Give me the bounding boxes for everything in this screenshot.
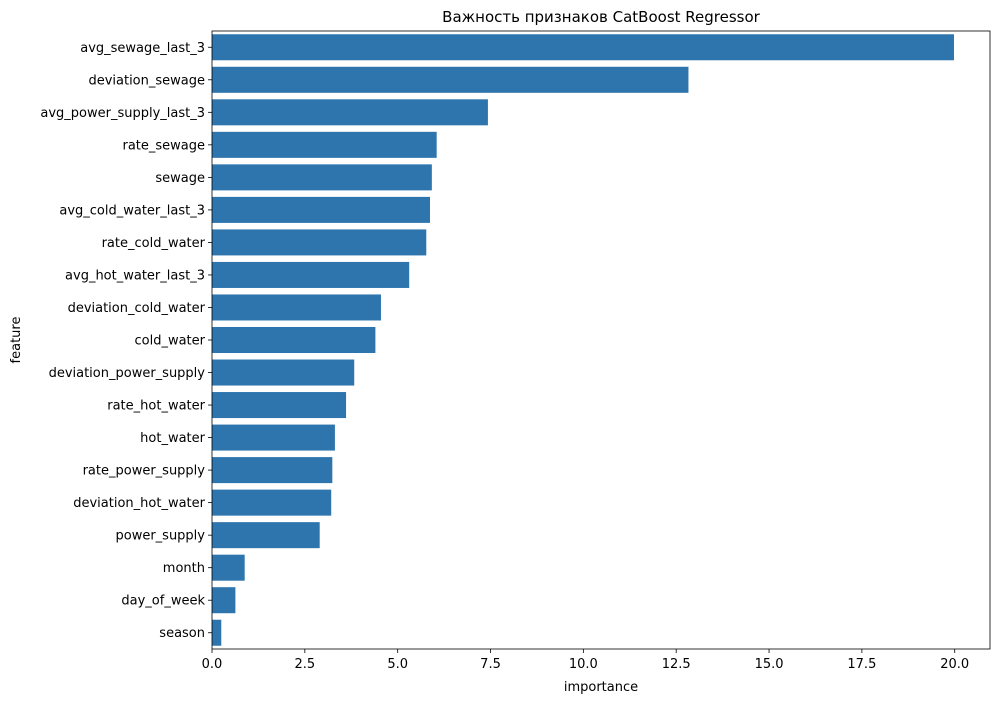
y-tick-label: month [163, 561, 205, 576]
bar-rate_cold_water [212, 229, 427, 256]
bar-deviation_sewage [212, 66, 689, 93]
bar-power_supply [212, 522, 320, 549]
bar-avg_power_supply_last_3 [212, 99, 488, 126]
y-tick-label: avg_hot_water_last_3 [65, 268, 205, 283]
y-tick-label: rate_sewage [122, 138, 205, 153]
bar-month [212, 554, 245, 581]
x-tick-label: 17.5 [847, 657, 876, 672]
y-tick-label: rate_power_supply [83, 464, 206, 479]
y-tick-label: deviation_sewage [88, 73, 205, 88]
y-axis-ticks: avg_sewage_last_3 deviation_sewage avg_pow… [40, 41, 212, 641]
y-tick-label: avg_power_supply_last_3 [40, 106, 205, 121]
bar-rate_hot_water [212, 392, 347, 419]
y-tick-label: rate_hot_water [107, 399, 205, 414]
bar-sewage [212, 164, 432, 191]
y-tick-label: day_of_week [121, 594, 205, 609]
x-tick-label: 2.5 [294, 657, 315, 672]
plot-frame [211, 30, 991, 650]
y-tick-label: cold_water [134, 334, 205, 349]
y-tick-label: deviation_hot_water [73, 496, 205, 511]
y-tick-label: deviation_power_supply [49, 366, 206, 381]
y-tick-label: avg_cold_water_last_3 [59, 203, 205, 218]
x-tick-label: 10.0 [569, 657, 598, 672]
x-tick-label: 20.0 [940, 657, 969, 672]
bar-avg_hot_water_last_3 [212, 261, 410, 288]
x-tick-label: 7.5 [480, 657, 501, 672]
bar-rate_power_supply [212, 457, 333, 484]
x-tick-label: 15.0 [755, 657, 784, 672]
y-tick-label: avg_sewage_last_3 [80, 41, 205, 56]
bar-deviation_cold_water [212, 294, 381, 321]
bar-rate_sewage [212, 131, 437, 158]
y-tick-label: season [159, 626, 205, 641]
x-axis-label: importance [564, 680, 638, 695]
y-tick-label: hot_water [140, 431, 205, 446]
bar-deviation_hot_water [212, 489, 332, 516]
x-tick-label: 12.5 [662, 657, 691, 672]
bar-day_of_week [212, 587, 236, 614]
bar-avg_cold_water_last_3 [212, 196, 430, 223]
bar-cold_water [212, 326, 376, 354]
y-axis-label: feature [9, 317, 24, 364]
x-axis-ticks: 0.0 2.5 5.0 7.5 10.0 12.5 15.0 17.5 20.0 [202, 649, 969, 672]
y-tick-label: power_supply [115, 529, 205, 544]
y-tick-label: rate_cold_water [102, 236, 206, 251]
x-tick-label: 5.0 [387, 657, 408, 672]
bars-group [212, 34, 954, 646]
bar-hot_water [212, 424, 335, 451]
y-tick-label: deviation_cold_water [68, 301, 206, 316]
y-tick-label: sewage [155, 171, 205, 186]
bar-deviation_power_supply [212, 359, 355, 386]
x-tick-label: 0.0 [202, 657, 223, 672]
bar-season [212, 619, 222, 646]
bar-avg_sewage_last_3 [212, 34, 954, 61]
chart-title: Важность признаков CatBoost Regressor [442, 8, 760, 26]
